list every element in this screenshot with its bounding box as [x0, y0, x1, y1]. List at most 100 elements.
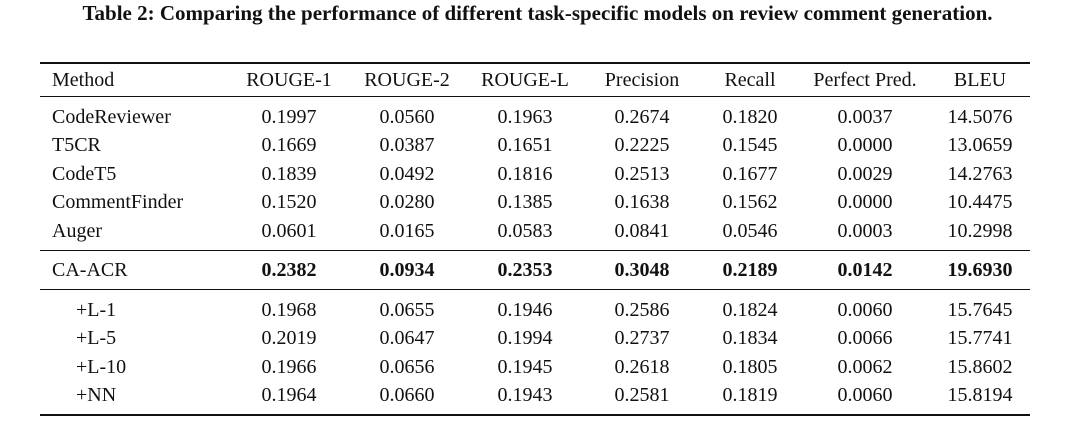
column-header-method: Method — [52, 68, 115, 91]
table-row: T5CR 0.1669 0.0387 0.1651 0.2225 0.1545 0.0000… — [40, 132, 1030, 161]
value-cell: 0.0000 — [837, 134, 893, 157]
value-cell: 14.5076 — [947, 105, 1013, 128]
value-cell: 19.6930 — [947, 259, 1013, 282]
value-cell: 0.2353 — [497, 259, 553, 282]
value-cell: 0.2513 — [614, 162, 670, 185]
table-row: +L-1 0.1968 0.0655 0.1946 0.2586 0.1824 0.0060… — [40, 289, 1030, 325]
value-cell: 0.2189 — [722, 259, 778, 282]
table-row: +NN 0.1964 0.0660 0.1943 0.2581 0.1819 0.0060 1… — [40, 382, 1030, 415]
value-cell: 0.0660 — [379, 384, 435, 407]
value-cell: 0.1520 — [261, 191, 317, 214]
value-cell: 0.0647 — [379, 327, 435, 350]
method-cell: +L-5 — [76, 327, 117, 350]
value-cell: 10.4475 — [947, 191, 1013, 214]
table-row: CodeT5 0.1839 0.0492 0.1816 0.2513 0.1677 0.00… — [40, 160, 1030, 189]
method-cell: CodeT5 — [52, 162, 117, 185]
method-cell: +L-1 — [76, 298, 117, 321]
value-cell: 0.0165 — [379, 219, 435, 242]
value-cell: 0.0546 — [722, 219, 778, 242]
table-row: +L-5 0.2019 0.0647 0.1994 0.2737 0.1834 0.0066… — [40, 325, 1030, 354]
method-cell: Auger — [52, 219, 102, 242]
value-cell: 15.7645 — [947, 298, 1013, 321]
value-cell: 0.2581 — [614, 384, 670, 407]
value-cell: 0.1943 — [497, 384, 553, 407]
value-cell: 0.1669 — [261, 134, 317, 157]
value-cell: 0.0655 — [379, 298, 435, 321]
value-cell: 15.8194 — [947, 384, 1013, 407]
table-row: CodeReviewer 0.1997 0.0560 0.1963 0.2674 0.18… — [40, 97, 1030, 132]
value-cell: 0.3048 — [614, 259, 670, 282]
column-header-perfect-pred: Perfect Pred. — [813, 68, 917, 91]
value-cell: 15.7741 — [947, 327, 1013, 350]
value-cell: 0.1997 — [261, 105, 317, 128]
value-cell: 0.0142 — [837, 259, 893, 282]
results-table: Method ROUGE-1 ROUGE-2 ROUGE-L Precision… — [40, 62, 1030, 416]
value-cell: 0.0037 — [837, 105, 893, 128]
table-body: CodeReviewer 0.1997 0.0560 0.1963 0.2674 0.18… — [40, 97, 1030, 415]
value-cell: 0.1816 — [497, 162, 553, 185]
table-caption: Table 2: Comparing the performance of di… — [82, 1, 993, 25]
value-cell: 0.1966 — [261, 355, 317, 378]
value-cell: 0.2019 — [261, 327, 317, 350]
value-cell: 0.1385 — [497, 191, 553, 214]
value-cell: 0.1945 — [497, 355, 553, 378]
value-cell: 0.1824 — [722, 298, 778, 321]
table-row: CA-ACR 0.2382 0.0934 0.2353 0.3048 0.2189 0.01… — [40, 250, 1030, 290]
table-header-row: Method ROUGE-1 ROUGE-2 ROUGE-L Precision… — [40, 63, 1030, 97]
value-cell: 0.2737 — [614, 327, 670, 350]
value-cell: 10.2998 — [947, 219, 1013, 242]
value-cell: 0.0601 — [261, 219, 317, 242]
value-cell: 0.0003 — [837, 219, 893, 242]
method-cell: T5CR — [52, 134, 101, 157]
value-cell: 0.1677 — [722, 162, 778, 185]
table-row: CommentFinder 0.1520 0.0280 0.1385 0.1638 0.1… — [40, 189, 1030, 218]
value-cell: 0.2674 — [614, 105, 670, 128]
method-cell: CommentFinder — [52, 191, 184, 214]
value-cell: 0.2382 — [261, 259, 317, 282]
value-cell: 0.1839 — [261, 162, 317, 185]
value-cell: 0.0583 — [497, 219, 553, 242]
value-cell: 0.0492 — [379, 162, 435, 185]
value-cell: 0.0060 — [837, 384, 893, 407]
column-header-recall: Recall — [724, 68, 776, 91]
value-cell: 0.0934 — [379, 259, 435, 282]
column-header-rouge-2: ROUGE-2 — [364, 68, 450, 91]
value-cell: 0.0280 — [379, 191, 435, 214]
value-cell: 14.2763 — [947, 162, 1013, 185]
value-cell: 0.1946 — [497, 298, 553, 321]
column-header-precision: Precision — [604, 68, 680, 91]
value-cell: 0.1834 — [722, 327, 778, 350]
value-cell: 0.0560 — [379, 105, 435, 128]
value-cell: 0.0062 — [837, 355, 893, 378]
method-cell: CodeReviewer — [52, 105, 171, 128]
value-cell: 0.0066 — [837, 327, 893, 350]
value-cell: 0.1968 — [261, 298, 317, 321]
value-cell: 0.1820 — [722, 105, 778, 128]
value-cell: 0.0060 — [837, 298, 893, 321]
value-cell: 13.0659 — [947, 134, 1013, 157]
value-cell: 0.0841 — [614, 219, 670, 242]
value-cell: 0.1651 — [497, 134, 553, 157]
column-header-bleu: BLEU — [953, 68, 1007, 91]
value-cell: 0.1805 — [722, 355, 778, 378]
value-cell: 0.1994 — [497, 327, 553, 350]
value-cell: 0.1964 — [261, 384, 317, 407]
value-cell: 0.2225 — [614, 134, 670, 157]
value-cell: 0.1562 — [722, 191, 778, 214]
value-cell: 0.1545 — [722, 134, 778, 157]
value-cell: 0.2618 — [614, 355, 670, 378]
value-cell: 0.1638 — [614, 191, 670, 214]
value-cell: 0.0000 — [837, 191, 893, 214]
method-cell: +NN — [76, 384, 117, 407]
value-cell: 15.8602 — [947, 355, 1013, 378]
table-row: +L-10 0.1966 0.0656 0.1945 0.2618 0.1805 0.006… — [40, 353, 1030, 382]
value-cell: 0.0387 — [379, 134, 435, 157]
method-cell: CA-ACR — [52, 259, 128, 282]
column-header-rouge-1: ROUGE-1 — [246, 68, 332, 91]
value-cell: 0.2586 — [614, 298, 670, 321]
column-header-rouge-l: ROUGE-L — [481, 68, 569, 91]
value-cell: 0.1963 — [497, 105, 553, 128]
table-row: Auger 0.0601 0.0165 0.0583 0.0841 0.0546 0.000… — [40, 217, 1030, 250]
method-cell: +L-10 — [76, 355, 127, 378]
value-cell: 0.0656 — [379, 355, 435, 378]
